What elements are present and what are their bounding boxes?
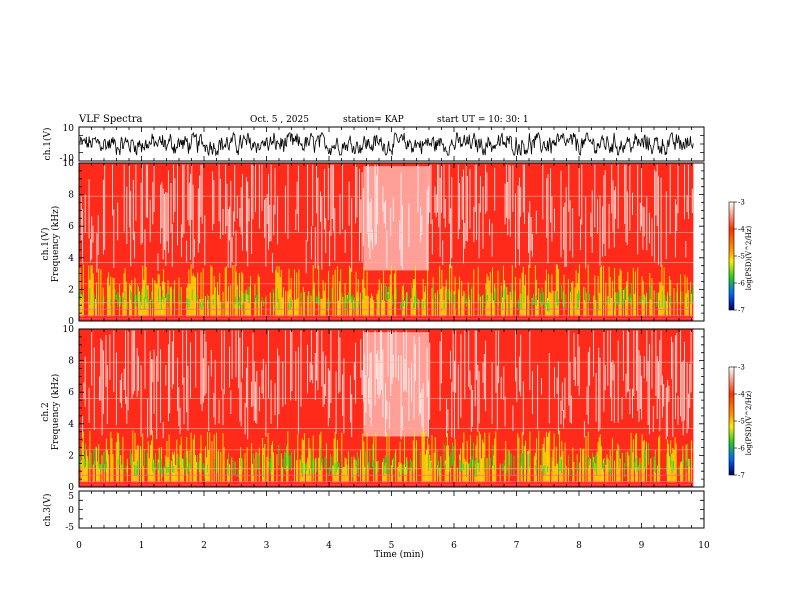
ch3-ytick-mid: 0 [68, 506, 74, 516]
ch1-spectrogram-image [79, 163, 694, 321]
ch1-spectrogram-ylabel-freq: Frequency (kHz) [50, 206, 61, 283]
spec1-quiet-region [363, 166, 429, 271]
cbar2-tick-label: -5 [738, 418, 745, 426]
ch1-ytick-label: 10 [63, 159, 75, 169]
ch3-waveform-ylabel: ch.3(V) [42, 494, 53, 527]
ch2-ytick-label: 8 [68, 357, 74, 367]
x-tick-label: 7 [514, 541, 520, 551]
x-tick-label: 1 [139, 541, 145, 551]
ch3-waveform-frame [78, 490, 705, 529]
ch2-spectrogram-image [79, 329, 694, 487]
ch3-ytick-top: 5 [68, 492, 74, 502]
ch2-ytick-label: 0 [68, 483, 74, 493]
cbar1-tick-label: -7 [738, 307, 745, 315]
x-tick-label: 10 [698, 541, 710, 551]
ch2-spectrogram-ylabel-freq: Frequency (kHz) [50, 374, 61, 451]
ch2-colorbar: -3 -4 -5 -6 -7 log(PSD)(V^2/Hz) [728, 364, 753, 480]
date-label: Oct. 5 , 2025 [250, 115, 309, 125]
x-tick-marks [78, 127, 705, 528]
ch3-ytick-bottom: -5 [65, 523, 74, 533]
cbar1-tick-label: -3 [738, 199, 745, 207]
ch1-colorbar: -3 -4 -5 -6 -7 log(PSD)(V^2/Hz) [728, 199, 753, 315]
ch1-ytick-label: 2 [68, 285, 74, 295]
ch1-waveform-frame [78, 126, 705, 162]
spec2-quiet-region [363, 332, 429, 437]
x-tick-label: 0 [76, 541, 82, 551]
x-axis-label: Time (min) [374, 549, 424, 560]
ch2-ytick-label: 6 [68, 388, 74, 398]
ch1-waveform-line [79, 131, 694, 157]
spec1-green-patches [79, 282, 694, 312]
ch1-ytick-label: 8 [68, 191, 74, 201]
ch1-spectrogram-panel: ch.1(V) Frequency (kHz) [40, 162, 705, 322]
x-tick-label: 8 [576, 541, 582, 551]
x-tick-label: 9 [639, 541, 645, 551]
cbar1-label: log(PSD)(V^2/Hz) [745, 225, 753, 290]
ch1-ytick-bottom: -10 [60, 154, 75, 164]
figure-title: VLF Spectra [78, 114, 143, 125]
cbar2-bar [728, 366, 735, 476]
cbar2-tick-label: -3 [738, 364, 745, 372]
cbar2-tick-label: -4 [738, 391, 745, 399]
ch1-ytick-label: 4 [68, 254, 74, 264]
cbar2-tick-label: -6 [738, 445, 745, 453]
x-tick-label: 6 [451, 541, 457, 551]
ch1-spectrogram-ylabel-channel: ch.1(V) [40, 228, 51, 261]
ch1-ytick-label: 0 [68, 317, 74, 327]
start-time-label: start UT = 10: 30: 1 [437, 115, 529, 125]
ch2-ytick-label: 2 [68, 451, 74, 461]
cbar1-tick-label: -4 [738, 226, 745, 234]
cbar2-tick-label: -7 [738, 472, 745, 480]
station-label: station= KAP [343, 115, 404, 125]
ch2-y-tick-marks [79, 328, 704, 488]
cbar1-tick-label: -6 [738, 280, 745, 288]
cbar1-tick-label: -5 [738, 253, 745, 261]
cbar1-bar [728, 201, 735, 311]
x-tick-label: 4 [326, 541, 332, 551]
spec2-green-patches [79, 441, 690, 478]
ch2-ytick-label: 10 [63, 325, 75, 335]
waveform-y-tick-marks [79, 126, 704, 529]
ch2-spectrogram-panel: ch.2 Frequency (kHz) [41, 328, 705, 488]
x-tick-label: 2 [201, 541, 207, 551]
x-tick-label: 3 [264, 541, 270, 551]
ch1-ytick-label: 6 [68, 222, 74, 232]
ch1-waveform-ylabel: ch.1(V) [42, 128, 53, 161]
ch1-ytick-top: 10 [63, 124, 75, 134]
ch1-y-tick-marks [79, 162, 704, 322]
ch2-ytick-label: 4 [68, 420, 74, 430]
ch2-spectrogram-ylabel-channel: ch.2 [41, 402, 51, 421]
x-tick-label: 5 [389, 541, 395, 551]
cbar2-label: log(PSD)(V^2/Hz) [745, 390, 753, 455]
